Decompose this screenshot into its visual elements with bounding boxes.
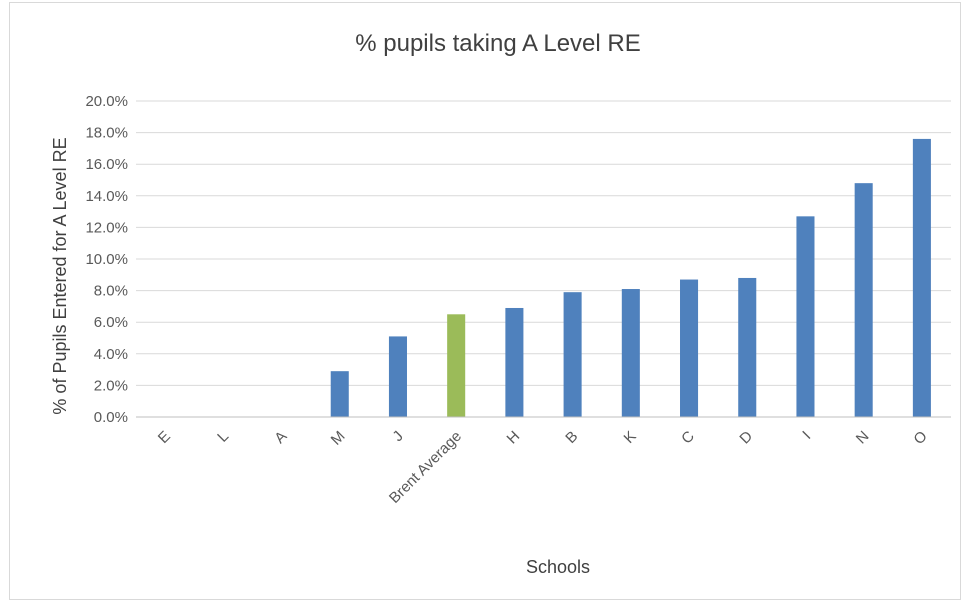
- x-category-label: N: [853, 428, 873, 448]
- y-tick-label: 4.0%: [94, 346, 128, 363]
- bar: [796, 216, 815, 417]
- x-category-label: M: [328, 428, 349, 449]
- bar: [912, 138, 931, 418]
- y-tick-label: 2.0%: [94, 377, 128, 394]
- bar: [621, 289, 640, 417]
- bar: [680, 279, 699, 417]
- chart-frame: % pupils taking A Level RE Schools % of …: [9, 2, 961, 600]
- y-tick-label: 0.0%: [94, 409, 128, 426]
- y-tick-label: 6.0%: [94, 314, 128, 331]
- x-category-label: B: [562, 428, 581, 447]
- bar: [447, 314, 466, 417]
- y-axis-title: % of Pupils Entered for A Level RE: [50, 137, 70, 414]
- bar: [388, 336, 407, 417]
- bar: [505, 307, 524, 417]
- x-category-label: I: [799, 428, 814, 443]
- chart-title: % pupils taking A Level RE: [355, 30, 641, 57]
- bar: [738, 277, 757, 417]
- x-category-label: A: [271, 428, 290, 447]
- y-axis-ticks: 0.0% 2.0% 4.0% 6.0% 8.0% 10.0% 12.0% 14.0% 16.0%…: [85, 93, 128, 426]
- x-category-label: J: [389, 428, 406, 445]
- x-axis-title: Schools: [526, 557, 590, 577]
- y-tick-label: 18.0%: [85, 125, 128, 142]
- y-tick-label: 10.0%: [85, 251, 128, 268]
- bar-chart: % pupils taking A Level RE Schools % of …: [50, 30, 951, 577]
- x-category-label: C: [678, 428, 698, 448]
- y-tick-label: 14.0%: [85, 188, 128, 205]
- x-category-label: L: [214, 428, 232, 446]
- y-tick-label: 16.0%: [85, 156, 128, 173]
- x-category-label: K: [621, 428, 640, 447]
- bar: [854, 183, 873, 417]
- y-tick-label: 20.0%: [85, 93, 128, 110]
- gridlines: [136, 100, 951, 386]
- y-tick-label: 12.0%: [85, 219, 128, 236]
- y-tick-label: 8.0%: [94, 283, 128, 300]
- x-category-label: O: [910, 428, 930, 448]
- x-category-label: H: [504, 428, 524, 448]
- bars: [330, 138, 931, 418]
- bar: [563, 292, 582, 417]
- x-category-label: E: [155, 428, 174, 447]
- x-category-label: D: [736, 428, 756, 448]
- bar: [330, 371, 349, 417]
